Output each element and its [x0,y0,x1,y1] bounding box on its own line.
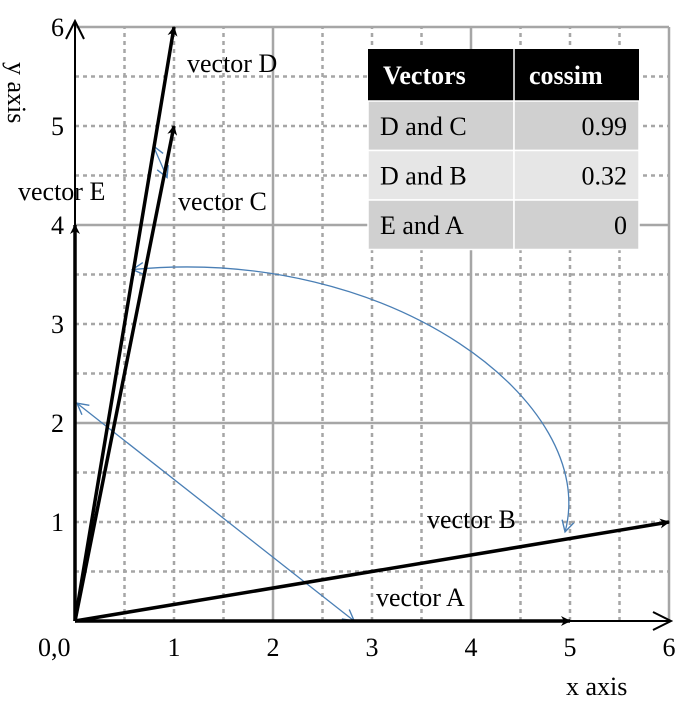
origin-label: 0,0 [38,633,71,662]
angle-arc-d-and-b [130,261,575,534]
vector-a-label: vector A [376,583,465,612]
table-row [367,100,515,152]
angle-arc-e-and-a [75,402,356,622]
y-tick-label: 2 [51,409,64,438]
x-tick-label: 4 [465,633,478,662]
vectors [70,26,670,626]
cossim-table: Vectors cossim D and C 0.99 D and B 0.32 E and… [367,49,640,251]
vector-b-label: vector B [427,505,516,534]
table-header-cossim: cossim [529,61,603,90]
table-cell-pair: D and C [380,112,467,141]
y-tick-label: 5 [51,112,64,141]
y-tick-label: 6 [51,13,64,42]
table-cell-cossim: 0.99 [582,112,628,141]
vector-d-arrow [73,26,178,622]
vector-d-label: vector D [187,49,277,78]
x-axis-label: x axis [566,672,627,701]
table-cell-pair: E and A [380,211,464,240]
vector-c-label: vector C [178,187,267,216]
x-tick-label: 5 [564,633,577,662]
tick-labels: 1 2 3 4 5 6 1 2 3 4 5 6 [51,13,676,662]
table-cell-pair: D and B [380,162,467,191]
table-cell [513,100,640,152]
vector-c-arrow [73,125,178,622]
vector-labels: vector A vector B vector C vector D vector E [18,49,516,612]
vector-b-arrow [74,518,670,623]
table-cell [513,199,640,251]
table-cell-cossim: 0.32 [582,162,628,191]
vector-e-label: vector E [18,177,105,206]
x-tick-label: 3 [366,633,379,662]
x-tick-label: 2 [267,633,280,662]
y-tick-label: 4 [51,211,64,240]
table-header-vectors: Vectors [383,61,466,90]
table-header-row [368,49,639,101]
y-axis-label: y axis [2,62,31,123]
x-tick-label: 1 [168,633,181,662]
y-tick-label: 1 [51,508,64,537]
table-row [367,149,515,201]
x-tick-label: 6 [663,633,676,662]
table-row [367,199,515,251]
table-cell-cossim: 0 [614,211,627,240]
y-tick-label: 3 [51,310,64,339]
